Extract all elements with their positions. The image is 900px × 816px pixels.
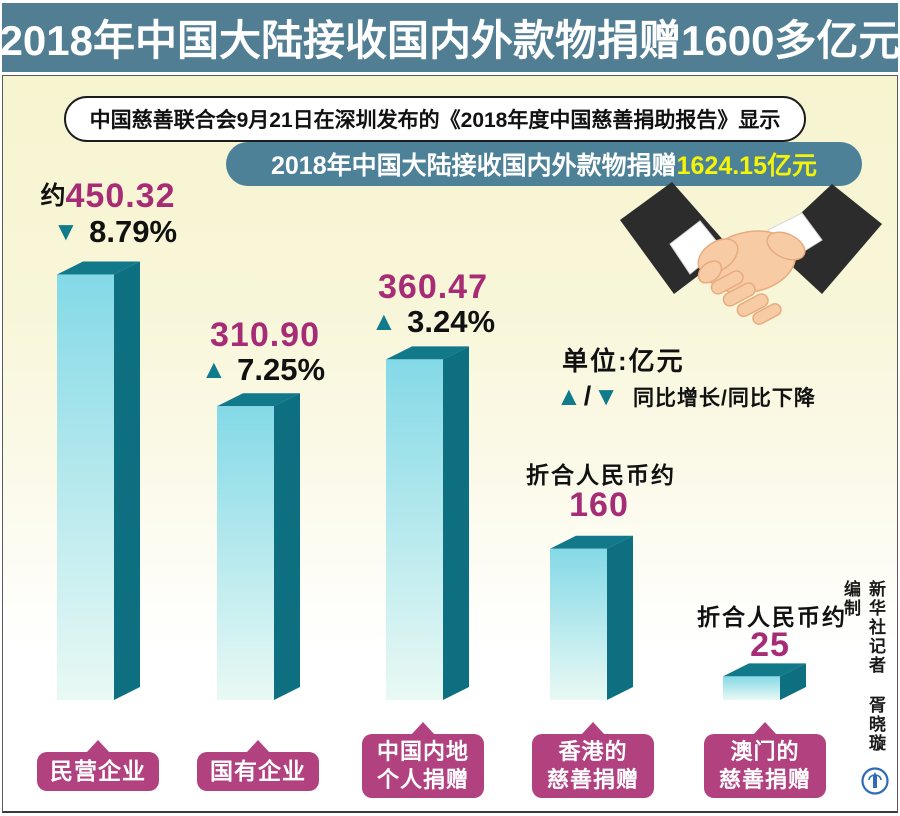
- bar4-value: 160: [569, 486, 629, 524]
- bar2-change: ▲ 7.25%: [200, 352, 326, 387]
- bar-label-state-enterprise: 国有企业: [197, 740, 319, 791]
- down-triangle-icon: ▼: [52, 216, 79, 246]
- bar4-note: 折合人民币约: [526, 462, 676, 488]
- bar5-value: 25: [750, 626, 790, 664]
- bar1-change: ▼ 8.79%: [52, 214, 178, 249]
- up-triangle-icon: ▲: [556, 381, 582, 411]
- up-triangle-icon: ▲: [200, 354, 227, 384]
- legend-key: ▲/▼ 同比增长/同比下降: [556, 381, 816, 412]
- intro-box: 中国慈善联合会9月21日在深圳发布的《2018年度中国慈善捐助报告》显示: [64, 96, 806, 142]
- legend-slash: /: [583, 381, 592, 411]
- bubble-pointer: [411, 722, 435, 735]
- title-bar: 2018年中国大陆接收国内外款物捐赠1600多亿元: [0, 3, 900, 72]
- bar3-change: ▲ 3.24%: [370, 304, 496, 339]
- bubble-pointer: [246, 740, 270, 753]
- page-title: 2018年中国大陆接收国内外款物捐赠1600多亿元: [0, 17, 900, 64]
- bar3-value: 360.47: [378, 268, 488, 306]
- up-triangle-icon: ▲: [370, 306, 397, 336]
- bar5-note: 折合人民币约: [697, 604, 847, 630]
- legend-text: 同比增长/同比下降: [632, 387, 816, 410]
- unit-label: 单位:亿元: [562, 346, 685, 376]
- bar-label-mainland-individual: 中国内地 个人捐赠: [362, 722, 484, 798]
- bar-label-hongkong: 香港的 慈善捐赠: [532, 722, 654, 798]
- bar1-value: 约450.32: [40, 177, 176, 215]
- intro-text: 中国慈善联合会9月21日在深圳发布的《2018年度中国慈善捐助报告》显示: [89, 109, 781, 132]
- bar1-approx-prefix: 约: [40, 182, 66, 210]
- down-triangle-icon: ▼: [593, 381, 619, 411]
- headline-banner: 2018年中国大陆接收国内外款物捐赠 1624.15亿元: [226, 142, 862, 186]
- banner-highlight: 1624.15亿元: [676, 152, 817, 180]
- bar-label-macau: 澳门的 慈善捐赠: [704, 722, 826, 798]
- bubble-pointer: [581, 722, 605, 735]
- bubble-pointer: [753, 722, 777, 735]
- credit-byline: 新华社记者 胥晓璇 编制: [841, 580, 885, 753]
- bar-label-private-enterprise: 民营企业: [37, 740, 159, 791]
- bar2-value: 310.90: [210, 316, 320, 354]
- bubble-pointer: [86, 740, 110, 753]
- banner-text: 2018年中国大陆接收国内外款物捐赠: [271, 152, 677, 180]
